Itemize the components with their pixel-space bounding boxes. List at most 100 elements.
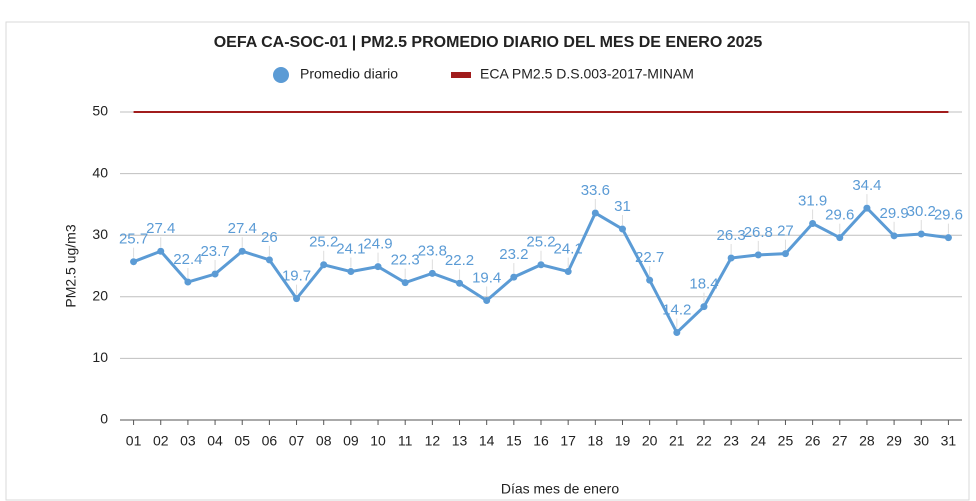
data-label: 22.7: [635, 249, 664, 266]
point: [510, 273, 518, 281]
x-tick-label: 26: [805, 433, 821, 449]
y-tick-label: 50: [92, 103, 108, 119]
x-tick-label: 04: [207, 433, 223, 449]
point: [917, 230, 925, 238]
x-tick-label: 14: [479, 433, 495, 449]
point: [401, 279, 409, 287]
point: [211, 270, 219, 278]
chart-frame: [5, 21, 970, 501]
x-tick-label: 18: [588, 433, 604, 449]
data-label: 31: [614, 198, 631, 215]
data-label: 22.2: [445, 252, 474, 269]
data-label: 23.7: [200, 243, 229, 260]
point: [646, 276, 654, 284]
data-label: 25.7: [119, 231, 148, 248]
x-tick-label: 24: [751, 433, 767, 449]
legend-marker: [451, 72, 471, 78]
x-tick-label: 02: [153, 433, 169, 449]
x-tick-label: 13: [452, 433, 468, 449]
point: [157, 247, 165, 255]
data-label: 33.6: [581, 182, 610, 199]
x-tick-label: 07: [289, 433, 305, 449]
point: [184, 278, 192, 286]
data-label: 31.9: [798, 192, 827, 209]
x-tick-label: 10: [370, 433, 386, 449]
data-label: 29.6: [934, 207, 963, 224]
point: [320, 261, 328, 269]
data-label: 27.4: [146, 220, 175, 237]
point: [293, 295, 301, 303]
y-tick-label: 40: [92, 164, 108, 180]
x-tick-label: 28: [859, 433, 875, 449]
point: [456, 279, 464, 287]
data-label: 29.6: [825, 207, 854, 224]
x-tick-label: 03: [180, 433, 196, 449]
x-tick-label: 17: [560, 433, 576, 449]
point: [347, 268, 355, 276]
point: [781, 250, 789, 258]
point: [265, 256, 273, 264]
x-tick-label: 23: [723, 433, 739, 449]
y-axis-label: PM2.5 ug/m3: [63, 224, 79, 307]
data-label: 19.4: [472, 269, 501, 286]
x-tick-label: 29: [886, 433, 902, 449]
point: [564, 268, 572, 276]
x-tick-label: 12: [425, 433, 441, 449]
x-tick-label: 20: [642, 433, 658, 449]
point: [836, 234, 844, 242]
data-label: 22.3: [391, 252, 420, 269]
x-tick-label: 06: [262, 433, 278, 449]
point: [754, 251, 762, 259]
point: [890, 232, 898, 240]
chart-title: OEFA CA-SOC-01 | PM2.5 PROMEDIO DIARIO D…: [214, 34, 763, 51]
point: [483, 296, 491, 304]
legend-label: ECA PM2.5 D.S.003-2017-MINAM: [480, 66, 694, 82]
point: [809, 219, 817, 227]
data-label: 26.3: [717, 227, 746, 244]
point: [591, 209, 599, 217]
point: [130, 258, 138, 266]
x-tick-label: 01: [126, 433, 142, 449]
point: [374, 263, 382, 271]
data-label: 14.2: [662, 301, 691, 318]
data-label: 25.2: [309, 234, 338, 251]
point: [727, 254, 735, 262]
data-label: 22.4: [173, 251, 202, 268]
data-label: 26: [261, 229, 278, 246]
x-tick-label: 21: [669, 433, 685, 449]
point: [863, 204, 871, 212]
data-label: 24.9: [363, 236, 392, 253]
data-label: 19.7: [282, 268, 311, 285]
data-label: 25.2: [526, 234, 555, 251]
point: [700, 303, 708, 311]
point: [673, 329, 681, 337]
x-tick-label: 08: [316, 433, 332, 449]
data-label: 30.2: [907, 203, 936, 220]
x-tick-label: 27: [832, 433, 848, 449]
y-tick-label: 30: [92, 226, 108, 242]
x-tick-label: 11: [398, 433, 413, 449]
point: [944, 234, 952, 242]
data-label: 29.9: [879, 205, 908, 222]
legend-marker: [273, 67, 289, 83]
point: [428, 269, 436, 277]
data-label: 23.2: [499, 246, 528, 263]
y-tick-label: 10: [92, 349, 108, 365]
y-tick-label: 0: [100, 411, 108, 427]
x-tick-label: 19: [615, 433, 631, 449]
data-label: 34.4: [852, 177, 881, 194]
x-tick-label: 16: [533, 433, 549, 449]
data-label: 24.1: [554, 241, 583, 258]
y-tick-label: 20: [92, 288, 108, 304]
x-tick-label: 31: [941, 433, 957, 449]
data-label: 26.8: [744, 224, 773, 241]
x-tick-label: 15: [506, 433, 522, 449]
x-tick-label: 09: [343, 433, 359, 449]
x-tick-label: 05: [234, 433, 250, 449]
data-label: 18.4: [689, 276, 718, 293]
x-tick-label: 25: [778, 433, 794, 449]
legend-label: Promedio diario: [300, 66, 398, 82]
x-tick-label: 30: [913, 433, 929, 449]
point: [618, 225, 626, 233]
